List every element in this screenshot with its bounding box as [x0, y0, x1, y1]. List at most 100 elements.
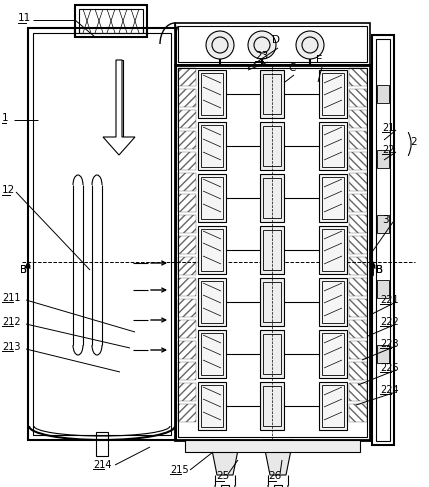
Bar — [260, 70, 284, 118]
Text: 225: 225 — [380, 363, 399, 373]
Text: 23: 23 — [255, 51, 268, 61]
Bar — [178, 194, 196, 212]
Bar — [96, 432, 108, 456]
Bar — [376, 39, 390, 441]
Polygon shape — [210, 440, 240, 475]
Bar — [322, 281, 344, 323]
Text: 26: 26 — [268, 471, 281, 481]
Bar — [198, 226, 226, 274]
Bar — [263, 230, 281, 270]
Bar — [175, 23, 370, 65]
Text: B: B — [20, 265, 27, 275]
Bar — [263, 386, 281, 426]
Bar — [178, 173, 196, 191]
Text: E: E — [316, 55, 323, 65]
Text: 211: 211 — [2, 293, 21, 303]
Bar — [349, 383, 367, 401]
Bar — [377, 280, 389, 298]
Bar — [260, 330, 284, 378]
Text: 1: 1 — [2, 113, 9, 123]
Bar — [322, 385, 344, 427]
Bar — [349, 320, 367, 338]
Text: D: D — [272, 35, 280, 45]
Bar — [198, 70, 226, 118]
Bar — [274, 485, 282, 487]
Text: B: B — [376, 265, 383, 275]
Bar — [260, 382, 284, 430]
Circle shape — [296, 31, 324, 59]
Text: 3: 3 — [382, 215, 389, 225]
Bar — [263, 282, 281, 322]
Bar — [263, 334, 281, 374]
Bar — [75, 5, 147, 37]
Bar — [349, 110, 367, 128]
Text: 221: 221 — [380, 295, 399, 305]
Text: 224: 224 — [380, 385, 399, 395]
Bar — [260, 122, 284, 170]
Bar — [319, 226, 347, 274]
Bar — [201, 177, 223, 219]
Bar — [178, 131, 196, 149]
Text: 11: 11 — [18, 13, 31, 23]
Bar — [322, 333, 344, 375]
Bar — [198, 382, 226, 430]
Text: 21: 21 — [382, 123, 394, 133]
Bar — [178, 404, 196, 422]
Text: 222: 222 — [380, 317, 399, 327]
Bar — [178, 278, 196, 296]
Bar — [201, 333, 223, 375]
Bar — [178, 257, 196, 275]
Bar — [377, 85, 389, 103]
Bar — [28, 28, 176, 440]
Bar — [178, 320, 196, 338]
Bar — [349, 68, 367, 86]
Bar — [372, 35, 394, 445]
Text: 215: 215 — [170, 465, 189, 475]
Bar — [322, 229, 344, 271]
Bar — [178, 26, 367, 62]
Text: B: B — [20, 265, 27, 275]
Bar — [349, 341, 367, 359]
Bar — [260, 226, 284, 274]
Bar — [198, 122, 226, 170]
Bar — [178, 152, 196, 170]
Bar — [260, 174, 284, 222]
Text: 12: 12 — [2, 185, 15, 195]
Bar — [198, 278, 226, 326]
Bar — [319, 382, 347, 430]
Bar — [178, 215, 196, 233]
Bar — [319, 122, 347, 170]
Bar — [322, 177, 344, 219]
Bar — [263, 178, 281, 218]
Bar — [377, 215, 389, 233]
Bar — [349, 278, 367, 296]
Bar — [178, 89, 196, 107]
Polygon shape — [263, 440, 293, 475]
Bar — [322, 125, 344, 167]
Text: 212: 212 — [2, 317, 21, 327]
Bar — [377, 150, 389, 168]
Bar — [175, 65, 370, 440]
Bar — [79, 9, 143, 33]
Text: 213: 213 — [2, 342, 21, 352]
Bar — [349, 362, 367, 380]
Bar — [319, 278, 347, 326]
Bar — [178, 110, 196, 128]
Text: 22: 22 — [382, 145, 395, 155]
Bar — [185, 440, 360, 452]
Circle shape — [206, 31, 234, 59]
Bar — [178, 341, 196, 359]
Bar — [221, 485, 229, 487]
Bar — [260, 278, 284, 326]
Bar — [349, 131, 367, 149]
Text: 25: 25 — [216, 471, 229, 481]
Bar — [319, 174, 347, 222]
Bar — [349, 236, 367, 254]
Bar — [319, 70, 347, 118]
Bar — [319, 330, 347, 378]
Circle shape — [248, 31, 276, 59]
Bar — [178, 68, 367, 437]
Bar — [349, 194, 367, 212]
Bar — [201, 229, 223, 271]
Text: 2: 2 — [410, 137, 417, 147]
